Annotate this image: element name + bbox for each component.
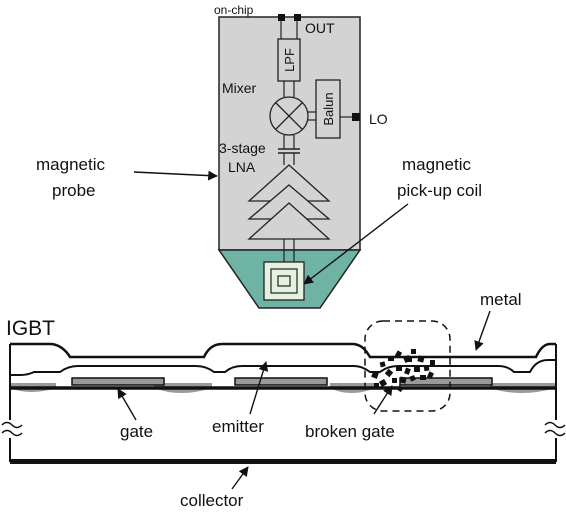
out-pad-left bbox=[278, 14, 285, 21]
magnetic-probe-label-line2: probe bbox=[52, 181, 95, 200]
out-pad-right bbox=[294, 14, 301, 21]
magnetic-probe-label-line1: magnetic bbox=[36, 155, 105, 174]
on-chip-label: on-chip bbox=[214, 3, 254, 17]
metal-label: metal bbox=[480, 290, 522, 309]
metal-top-contour bbox=[10, 342, 556, 359]
gate-arrow bbox=[117, 388, 137, 421]
metal-arrow bbox=[474, 310, 491, 351]
pickup-coil-label-line1: magnetic bbox=[402, 155, 471, 174]
broken-gate-fragments bbox=[371, 349, 435, 393]
pickup-coil-label-line2: pick-up coil bbox=[397, 181, 482, 200]
balun-label: Balun bbox=[321, 92, 336, 125]
lna-label-line2: LNA bbox=[228, 159, 256, 175]
gate-left bbox=[71, 377, 165, 386]
break-symbol-left bbox=[1, 421, 23, 437]
igbt-title: IGBT bbox=[6, 317, 55, 340]
magnetic-probe: LPF Balun bbox=[214, 3, 388, 309]
pickup-coil-arrow bbox=[303, 203, 409, 285]
balun-block bbox=[315, 79, 341, 139]
igbt-cross-section: IGBT bbox=[1, 290, 566, 510]
broken-gate-label: broken gate bbox=[305, 422, 395, 441]
callouts: magnetic probe magnetic pick-up coil bbox=[36, 155, 482, 285]
lo-label: LO bbox=[369, 111, 388, 127]
collector-arrow bbox=[231, 466, 249, 490]
lo-pad bbox=[352, 113, 360, 121]
broken-gate-highlight bbox=[364, 320, 451, 412]
magnetic-probe-arrow bbox=[133, 170, 218, 181]
break-symbol-right bbox=[544, 421, 566, 437]
broken-gate-arrow bbox=[373, 385, 393, 415]
collector-plate bbox=[10, 459, 556, 464]
lna-label-line1: 3-stage bbox=[219, 140, 266, 156]
mixer-label: Mixer bbox=[222, 80, 257, 96]
lpf-block bbox=[277, 38, 301, 82]
emitter-arrow bbox=[249, 361, 269, 415]
out-label: OUT bbox=[305, 20, 335, 36]
oxide-contour bbox=[10, 359, 556, 376]
pickup-coil bbox=[263, 261, 305, 301]
lpf-label: LPF bbox=[282, 48, 297, 72]
gate-label: gate bbox=[120, 422, 153, 441]
gate-middle bbox=[234, 377, 328, 386]
collector-label: collector bbox=[180, 491, 244, 510]
lna-amplifier bbox=[247, 164, 331, 240]
emitter-label: emitter bbox=[212, 417, 264, 436]
